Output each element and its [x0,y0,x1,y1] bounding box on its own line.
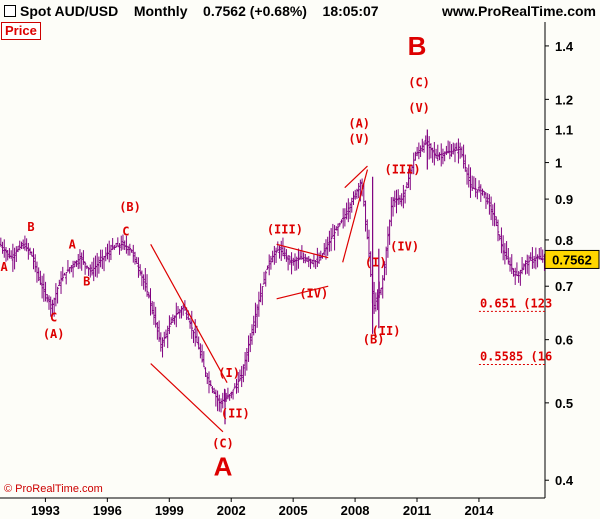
x-axis: 1993 1996 1999 2002 2005 2008 2011 2014 [31,498,494,518]
y-tick-label: 0.5 [555,396,573,411]
wave-trendline[interactable] [276,285,329,300]
wave-label: (III) [267,222,303,236]
x-tick-label: 2002 [217,503,246,518]
wave-label: (II) [221,406,250,420]
wave-label: A [69,237,77,251]
y-axis: 1.4 1.2 1.1 1 0.9 0.8 0.7 0.6 0.5 0.4 [545,39,574,488]
wave-trendline[interactable] [150,363,224,433]
wave-trendline[interactable] [276,243,329,259]
wave-label: (A) [43,327,65,341]
wave-label: (B) [119,200,141,214]
y-tick-label: 1.2 [555,92,573,107]
reference-level-label: 0.651 (123 [480,296,552,310]
current-price: 0.7562 [203,3,246,19]
wave-label: (V) [408,101,430,115]
candles [0,129,546,425]
wave-label: (II) [372,324,401,338]
wave-label: C [50,310,57,324]
reference-level-label: 0.5585 (16 [480,350,552,364]
x-tick-label: 1999 [155,503,184,518]
wave-label: (IV) [299,287,328,301]
wave-label: B [83,274,90,288]
x-tick-label: 1996 [93,503,122,518]
price-tag[interactable]: Price [1,22,41,40]
x-tick-label: 2008 [341,503,370,518]
y-tick-label: 0.7 [555,279,573,294]
instrument-name: Spot AUD/USD [20,3,119,19]
x-tick-label: 2014 [464,503,494,518]
wave-label: A [1,260,9,274]
wave-label: B [408,31,427,61]
y-tick-label: 0.9 [555,192,573,207]
y-tick-label: 1.4 [555,39,574,54]
y-tick-label: 0.8 [555,233,573,248]
y-tick-label: 0.6 [555,333,573,348]
y-tick-label: 1 [555,156,562,171]
wave-label: C [122,224,129,238]
wave-trendline[interactable] [342,169,369,263]
x-tick-label: 2011 [403,503,431,518]
copyright-notice: © ProRealTime.com [4,483,103,495]
wave-trendline[interactable] [344,165,368,189]
wave-label: (I) [365,255,387,269]
wave-trendline[interactable] [150,243,228,383]
wave-label: (III) [384,163,420,177]
period-label: Monthly [133,3,188,19]
reference-levels: 0.651 (123 0.5585 (16 [478,296,552,366]
x-tick-label: 2005 [279,503,308,518]
wave-lines [150,165,369,433]
last-price-box [544,249,600,269]
header-left: Spot AUD/USD Monthly 0.7562 (+0.68%) 18:… [4,3,379,19]
wave-annotations: A B C (A) A B C (B) (I) (II) (C) A (III) (IV) (A) (V) (I… [1,31,430,482]
wave-label: (C) [212,436,234,450]
last-price-tag: 0.7562 [544,249,600,269]
last-price-label: 0.7562 [552,252,592,267]
x-tick-label: 1993 [31,503,60,518]
wave-label: B [27,220,34,234]
wave-label: (B) [363,333,385,347]
site-url[interactable]: www.ProRealTime.com [441,3,596,19]
y-tick-label: 0.4 [555,473,574,488]
y-tick-label: 1.1 [555,123,573,138]
quote-time: 18:05:07 [322,3,379,19]
wave-label: (IV) [390,239,419,253]
price-change: (+0.68%) [249,3,307,19]
instrument-icon[interactable] [4,5,16,17]
chart-header: Spot AUD/USD Monthly 0.7562 (+0.68%) 18:… [0,0,600,21]
wave-label: (V) [348,132,370,146]
wave-label: (A) [348,116,370,130]
wave-label: (C) [408,75,430,89]
wave-label: (I) [218,366,240,380]
wave-label: A [214,452,233,482]
